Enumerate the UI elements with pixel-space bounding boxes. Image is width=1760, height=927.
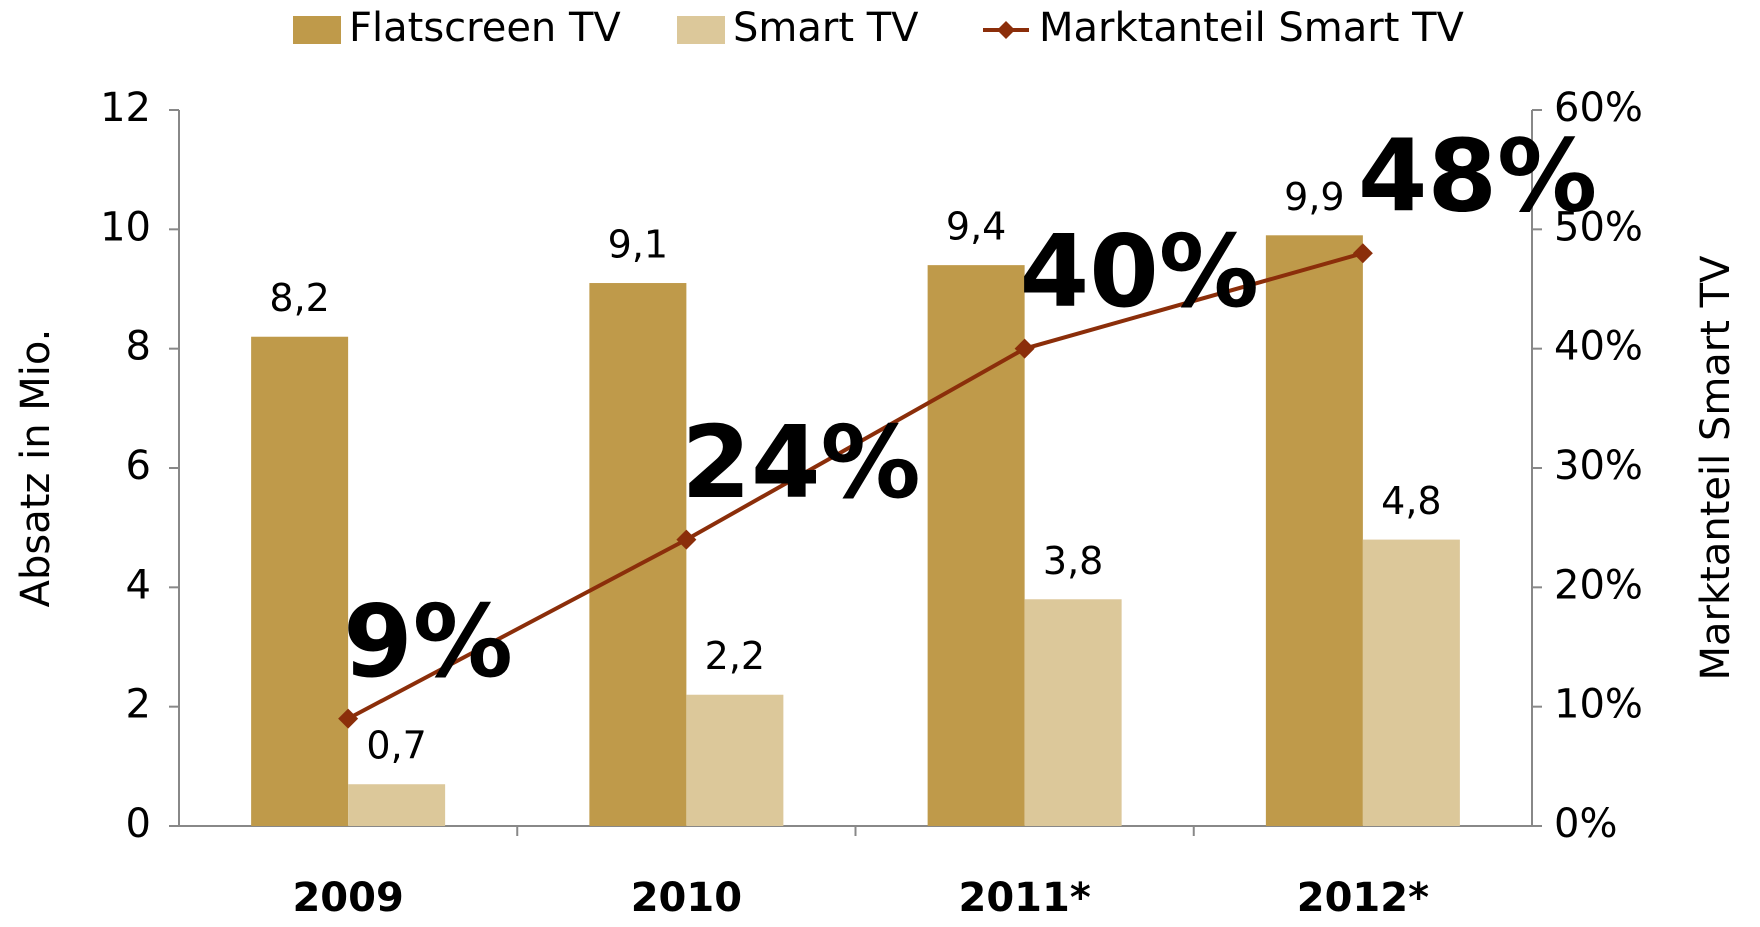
bar: [251, 336, 349, 826]
data-label: 9%: [343, 583, 513, 700]
data-label: 2,2: [705, 634, 765, 678]
y2-tick-label: 0%: [1554, 801, 1617, 847]
data-label: 24%: [681, 404, 920, 521]
data-label: 9,1: [608, 223, 668, 267]
data-label: 9,9: [1284, 175, 1344, 219]
x-tick-label: 2010: [631, 875, 742, 921]
data-label: 3,8: [1043, 539, 1103, 583]
line-marker: [1014, 338, 1035, 359]
y2-tick-label: 60%: [1554, 85, 1643, 131]
legend-label: Flatscreen TV: [349, 5, 621, 51]
bar: [348, 784, 446, 826]
data-label: 8,2: [269, 276, 329, 320]
bar: [1265, 235, 1363, 827]
y2-axis-label: Marktanteil Smart TV: [1693, 255, 1739, 681]
y-tick-label: 0: [126, 801, 151, 847]
legend-label: Marktanteil Smart TV: [1039, 5, 1465, 51]
bar: [1362, 539, 1460, 826]
data-label: 9,4: [946, 205, 1006, 249]
y2-tick-label: 50%: [1554, 204, 1643, 250]
y-tick-label: 4: [126, 562, 151, 608]
y-tick-label: 6: [126, 443, 151, 489]
x-tick-label: 2011*: [959, 875, 1091, 921]
y2-tick-label: 20%: [1554, 562, 1643, 608]
y2-tick-label: 30%: [1554, 443, 1643, 489]
line-marker: [338, 708, 359, 729]
y-tick-label: 10: [100, 204, 151, 250]
line-marker: [1352, 243, 1373, 264]
data-label: 48%: [1358, 118, 1597, 235]
data-label: 0,7: [366, 724, 426, 768]
x-tick-label: 2009: [292, 875, 403, 921]
legend-swatch: [293, 16, 341, 44]
legend-marker: [997, 21, 1015, 39]
y-axis-label: Absatz in Mio.: [13, 329, 59, 608]
y2-tick-label: 40%: [1554, 324, 1643, 370]
legend-swatch: [677, 16, 725, 44]
y-tick-label: 12: [100, 85, 151, 131]
data-label: 4,8: [1381, 479, 1441, 523]
y-tick-label: 8: [126, 324, 151, 370]
legend-label: Smart TV: [733, 5, 919, 51]
bar: [589, 283, 687, 826]
x-tick-label: 2012*: [1297, 875, 1429, 921]
line-marker: [676, 529, 697, 550]
bar: [686, 694, 784, 826]
bar: [927, 265, 1025, 827]
y2-tick-label: 10%: [1554, 682, 1643, 728]
data-label: 40%: [1020, 213, 1259, 330]
line: [347, 251, 1364, 721]
bar: [1024, 599, 1122, 826]
y-tick-label: 2: [126, 682, 151, 728]
